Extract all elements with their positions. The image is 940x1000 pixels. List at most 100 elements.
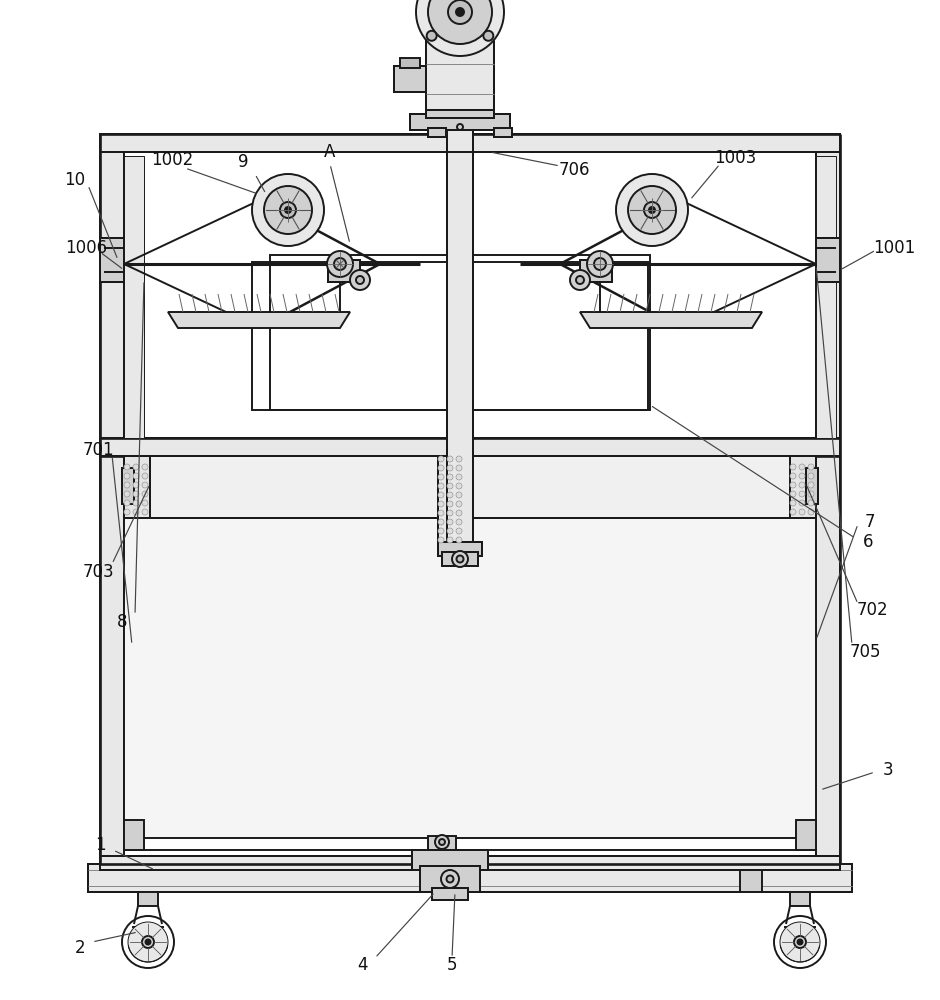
Circle shape [456, 519, 462, 525]
Circle shape [456, 537, 462, 543]
Bar [436, 18, 484, 28]
Bar [790, 892, 810, 906]
Circle shape [438, 510, 444, 516]
Circle shape [124, 509, 130, 515]
Bar [100, 238, 124, 282]
Circle shape [448, 0, 472, 24]
Text: 1006: 1006 [65, 239, 107, 257]
Circle shape [438, 456, 444, 462]
Text: A: A [324, 143, 336, 161]
Text: 705: 705 [849, 643, 881, 661]
Circle shape [799, 482, 805, 488]
Bar [100, 134, 840, 152]
Bar [410, 114, 510, 130]
Circle shape [790, 464, 796, 470]
Text: 5: 5 [446, 956, 457, 974]
Circle shape [790, 500, 796, 506]
Bar [494, 128, 512, 137]
Bar [580, 260, 612, 282]
Circle shape [447, 465, 453, 471]
Circle shape [794, 936, 806, 948]
Circle shape [457, 124, 463, 130]
Circle shape [124, 500, 130, 506]
Circle shape [799, 491, 805, 497]
Bar [100, 438, 840, 456]
Text: 10: 10 [65, 171, 86, 189]
Bar [252, 262, 648, 410]
Circle shape [142, 473, 148, 479]
Bar [100, 856, 840, 870]
Circle shape [456, 501, 462, 507]
Bar [432, 888, 468, 900]
Circle shape [133, 500, 139, 506]
Circle shape [438, 528, 444, 534]
Circle shape [285, 207, 291, 213]
Bar [88, 864, 852, 892]
Circle shape [799, 500, 805, 506]
Circle shape [446, 876, 453, 882]
Bar [796, 820, 816, 850]
Circle shape [616, 174, 688, 246]
Text: 6: 6 [863, 533, 873, 551]
Circle shape [447, 492, 453, 498]
Bar [100, 438, 840, 456]
Circle shape [780, 922, 820, 962]
Bar [816, 156, 836, 438]
Circle shape [438, 483, 444, 489]
Circle shape [644, 202, 660, 218]
Text: 3: 3 [883, 761, 893, 779]
Bar [816, 146, 840, 864]
Circle shape [799, 473, 805, 479]
Circle shape [797, 940, 803, 944]
Circle shape [438, 519, 444, 525]
Circle shape [790, 491, 796, 497]
Circle shape [252, 174, 324, 246]
Circle shape [790, 482, 796, 488]
Text: 9: 9 [238, 153, 248, 171]
Text: 7: 7 [865, 513, 875, 531]
Bar [494, 128, 512, 137]
Circle shape [124, 482, 130, 488]
Bar [412, 850, 488, 870]
Circle shape [456, 510, 462, 516]
Bar [740, 864, 762, 870]
Bar [100, 134, 840, 152]
Bar [426, 26, 494, 114]
Circle shape [447, 483, 453, 489]
Bar [124, 456, 150, 518]
Circle shape [146, 940, 150, 944]
Bar [138, 892, 158, 906]
Circle shape [124, 464, 130, 470]
Circle shape [133, 482, 139, 488]
Circle shape [142, 491, 148, 497]
Bar [438, 456, 468, 546]
Bar [426, 110, 494, 118]
Circle shape [142, 509, 148, 515]
Circle shape [438, 474, 444, 480]
Bar [816, 238, 840, 282]
Circle shape [133, 464, 139, 470]
Bar [420, 866, 480, 892]
Circle shape [447, 456, 453, 462]
Bar [100, 146, 124, 864]
Circle shape [456, 465, 462, 471]
Text: 1002: 1002 [151, 151, 193, 169]
Bar [328, 260, 360, 282]
Bar [447, 146, 473, 546]
Text: 702: 702 [856, 601, 887, 619]
Circle shape [457, 556, 463, 562]
Circle shape [133, 473, 139, 479]
Circle shape [264, 186, 312, 234]
Bar [124, 456, 816, 838]
Circle shape [124, 491, 130, 497]
Bar [447, 126, 473, 152]
Circle shape [456, 528, 462, 534]
Bar [88, 864, 852, 892]
Bar [816, 238, 840, 282]
Bar [432, 888, 468, 900]
Circle shape [356, 276, 364, 284]
Circle shape [327, 251, 353, 277]
Bar [122, 468, 134, 504]
Bar [420, 866, 480, 892]
Circle shape [790, 473, 796, 479]
